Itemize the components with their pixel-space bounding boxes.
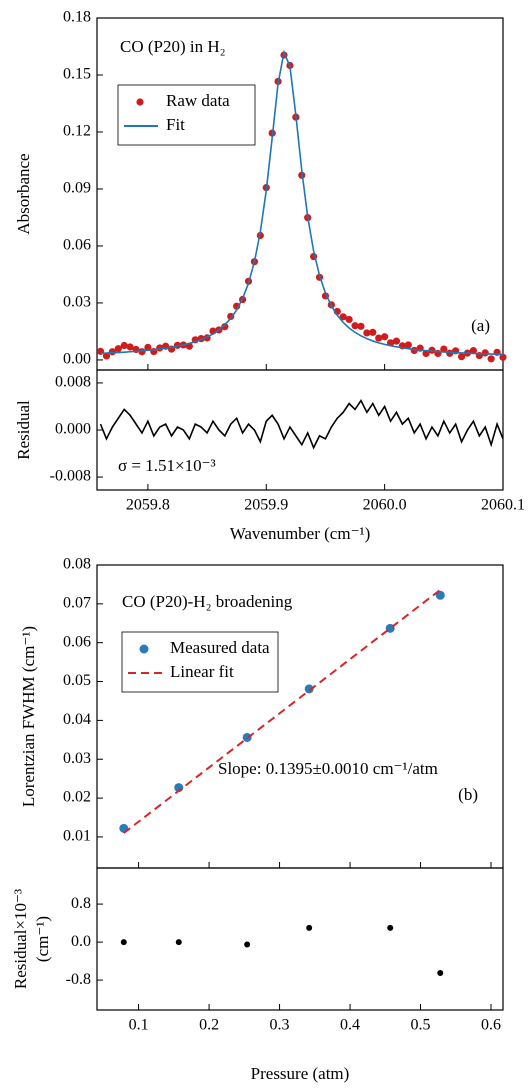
- data-line: [123, 589, 441, 834]
- data-point: [306, 924, 313, 931]
- data-point: [487, 355, 495, 363]
- annotation: (a): [471, 316, 490, 335]
- data-point: [457, 353, 466, 361]
- y-tick-label: 0.15: [63, 66, 91, 83]
- y-tick-label: 0.09: [63, 180, 91, 197]
- y-tick-label: 0.0: [71, 933, 91, 950]
- data-point: [375, 334, 383, 342]
- legend-box: [121, 631, 279, 693]
- data-point: [469, 347, 478, 355]
- data-point: [369, 328, 377, 336]
- y-tick-label: 0.000: [55, 421, 91, 438]
- data-point: [339, 313, 347, 321]
- data-point: [381, 333, 389, 341]
- legend-label: Measured data: [170, 638, 270, 657]
- plot-frame: [96, 17, 504, 371]
- legend-marker: [139, 644, 149, 654]
- y-axis-label: Residual×10⁻³: [11, 889, 30, 989]
- annotation: (b): [458, 785, 478, 804]
- y-tick-label: 0.05: [63, 672, 91, 689]
- data-point: [499, 353, 507, 361]
- data-point: [120, 939, 127, 946]
- data-point: [404, 341, 412, 349]
- x-tick-label: 2059.9: [244, 497, 288, 514]
- data-point: [120, 341, 128, 350]
- data-point: [345, 315, 353, 324]
- legend-label: Linear fit: [170, 662, 234, 681]
- y-tick-label: 0.18: [63, 9, 91, 26]
- y-tick-label: 0.04: [63, 711, 91, 728]
- data-point: [437, 969, 444, 976]
- y-tick-label: -0.8: [66, 971, 91, 988]
- y-tick-label: 0.02: [63, 789, 91, 806]
- data-point: [357, 322, 365, 330]
- x-tick-label: 0.6: [481, 1017, 501, 1034]
- annotation: CO (P20) in H₂: [120, 37, 226, 56]
- x-tick-label: 2059.8: [126, 497, 170, 514]
- data-point: [351, 322, 359, 330]
- y-tick-label: 0.03: [63, 750, 91, 767]
- data-point: [304, 684, 314, 694]
- annotation: σ = 1.51×10⁻³: [118, 456, 216, 475]
- data-point: [422, 349, 430, 358]
- legend-marker: [136, 98, 144, 106]
- x-tick-label: 0.2: [199, 1017, 219, 1034]
- data-point: [175, 939, 182, 946]
- y-axis-label: Residual: [14, 400, 33, 460]
- x-tick-label: 0.1: [129, 1017, 149, 1034]
- y-tick-label: 0.01: [63, 828, 91, 845]
- y-axis-label: Absorbance: [14, 153, 33, 234]
- data-point: [440, 345, 448, 353]
- y-tick-label: 0.008: [55, 374, 91, 391]
- annotation: Slope: 0.1395±0.0010 cm⁻¹/atm: [218, 759, 438, 778]
- x-tick-label: 0.3: [270, 1017, 290, 1034]
- data-point: [144, 343, 152, 351]
- data-point: [392, 337, 401, 345]
- y-axis-label: (cm⁻¹): [33, 916, 52, 962]
- annotation: CO (P20)-H₂ broadening: [122, 592, 293, 611]
- data-point: [363, 329, 371, 337]
- y-tick-label: 0.07: [63, 595, 91, 612]
- y-tick-label: 0.06: [63, 237, 91, 254]
- y-axis-label: Lorentzian FWHM (cm⁻¹): [19, 626, 38, 807]
- data-point: [387, 924, 394, 931]
- data-point: [102, 352, 111, 360]
- y-tick-label: 0.08: [63, 556, 91, 573]
- y-tick-label: 0.00: [63, 351, 91, 368]
- data-point: [244, 941, 251, 948]
- y-tick-label: 0.8: [71, 895, 91, 912]
- y-tick-label: 0.12: [63, 123, 91, 140]
- data-line: [99, 399, 504, 450]
- plot-frame: [96, 867, 504, 1011]
- x-axis-label: Wavenumber (cm⁻¹): [230, 524, 371, 543]
- x-axis-label: Pressure (atm): [251, 1064, 350, 1083]
- y-tick-label: 0.03: [63, 294, 91, 311]
- legend-box: [117, 84, 256, 146]
- data-point: [126, 343, 134, 351]
- data-point: [114, 345, 122, 353]
- x-tick-label: 2060.1: [481, 497, 525, 514]
- y-tick-label: 0.06: [63, 633, 91, 650]
- legend-label: Raw data: [166, 91, 230, 110]
- data-point: [221, 323, 229, 331]
- x-tick-label: 2060.0: [363, 497, 407, 514]
- x-tick-label: 0.5: [411, 1017, 431, 1034]
- data-line: [100, 49, 504, 356]
- y-tick-label: -0.008: [50, 468, 91, 485]
- data-point: [435, 590, 445, 600]
- data-point: [481, 349, 489, 357]
- legend-label: Fit: [166, 115, 185, 134]
- x-tick-label: 0.4: [340, 1017, 360, 1034]
